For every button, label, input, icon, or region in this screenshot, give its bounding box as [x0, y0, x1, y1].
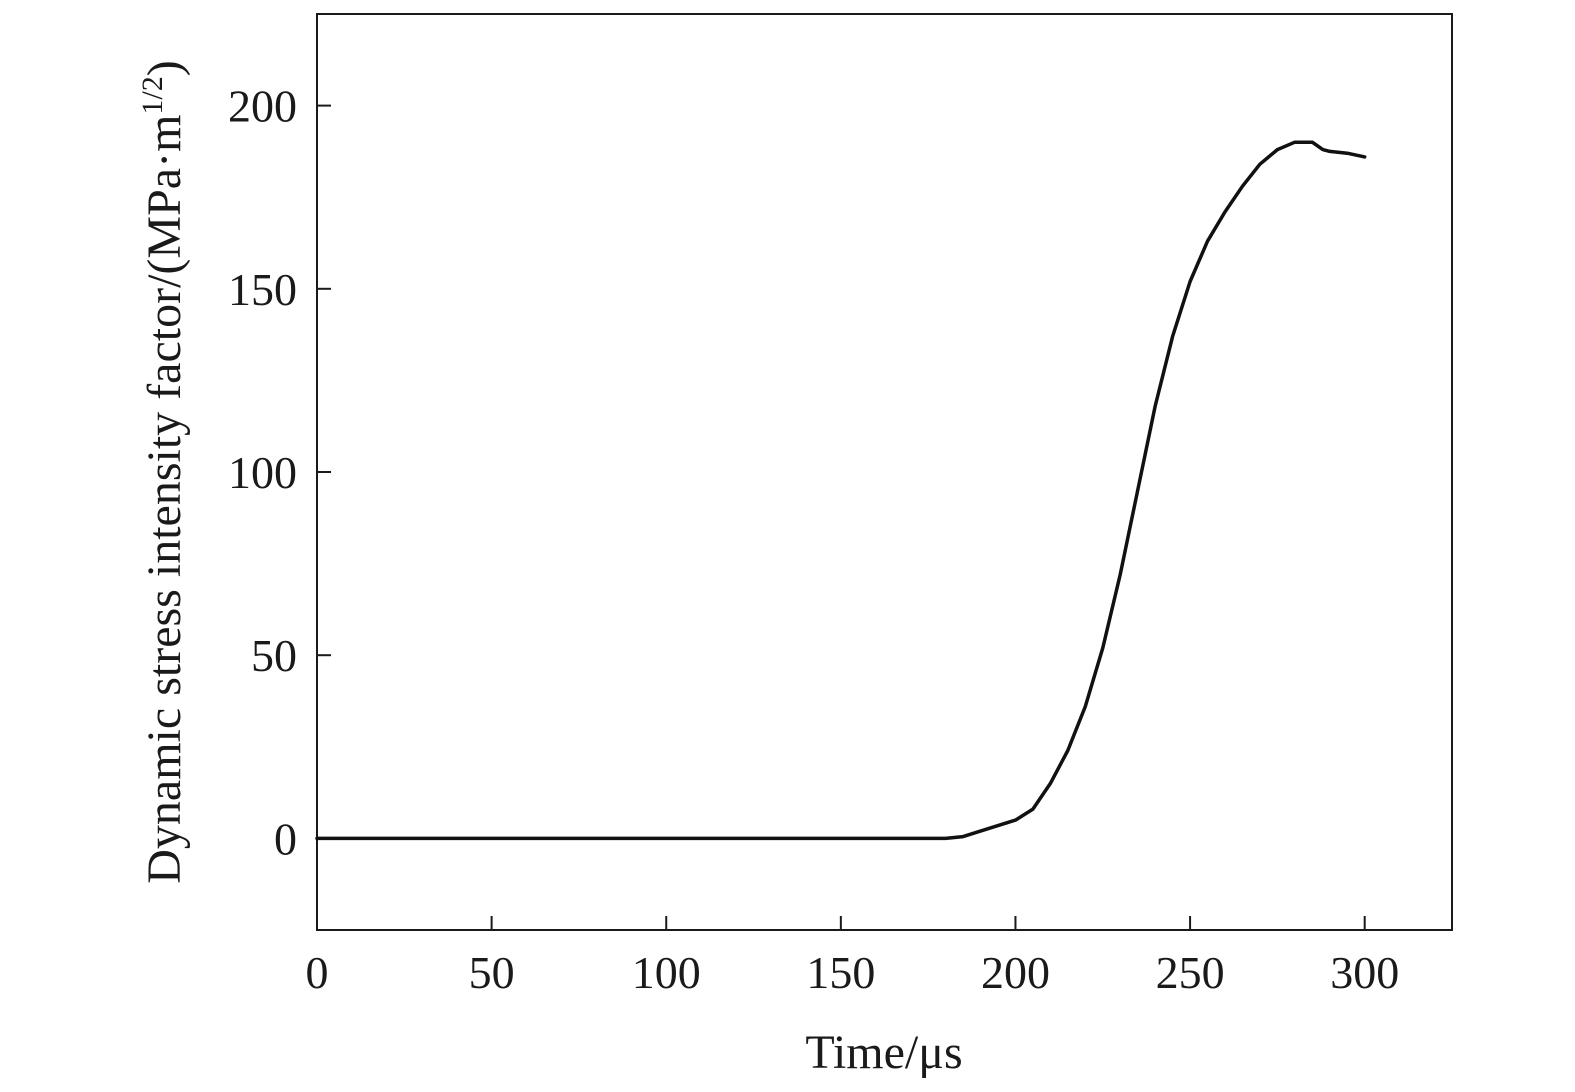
x-tick-label: 50 — [469, 947, 515, 998]
y-tick-label: 150 — [228, 264, 297, 315]
y-axis-title: Dynamic stress intensity factor/(MPa·m1/… — [136, 60, 191, 884]
y-tick-label: 100 — [228, 447, 297, 498]
x-tick-label: 300 — [1330, 947, 1399, 998]
y-axis-title-main: Dynamic stress intensity factor/(MPa·m — [138, 115, 191, 884]
series-line — [315, 140, 1367, 841]
y-axis-title-close: ) — [138, 60, 191, 76]
x-axis: 0 50 100 150 200 250 300 — [306, 916, 1399, 998]
x-tick-label: 150 — [806, 947, 875, 998]
x-tick-label: 250 — [1156, 947, 1225, 998]
plot-frame — [316, 13, 1453, 931]
x-tick-label: 0 — [306, 947, 329, 998]
y-tick-label: 50 — [251, 630, 297, 681]
x-axis-title: Time/μs — [805, 1026, 962, 1079]
x-tick-label: 200 — [981, 947, 1050, 998]
x-tick-label: 100 — [632, 947, 701, 998]
y-axis-title-superscript: 1/2 — [136, 76, 169, 114]
y-tick-label: 200 — [228, 81, 297, 132]
y-axis: 0 50 100 150 200 — [228, 81, 331, 864]
y-tick-label: 0 — [274, 813, 297, 864]
